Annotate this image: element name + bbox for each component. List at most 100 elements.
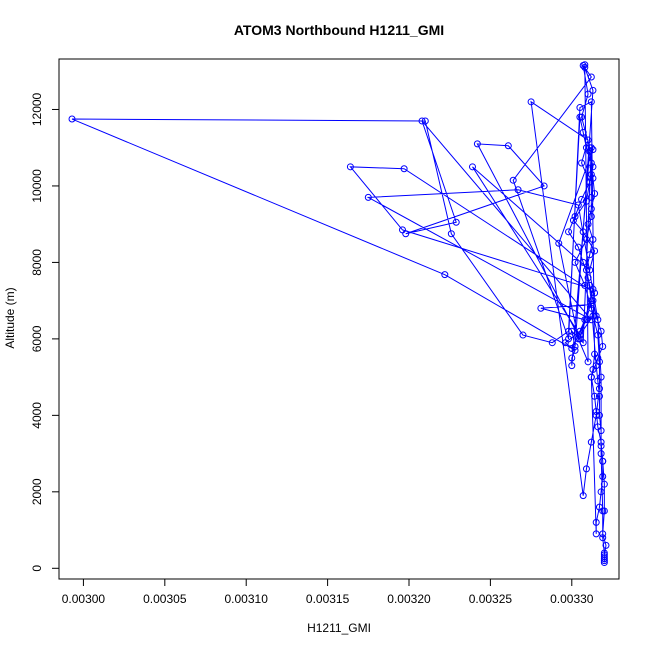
data-point — [592, 411, 600, 419]
y-tick-label: 4000 — [30, 402, 44, 429]
data-point — [579, 228, 587, 236]
y-tick-label: 0 — [30, 565, 44, 572]
y-tick-label: 10000 — [30, 169, 44, 203]
data-point — [587, 373, 595, 381]
data-point — [600, 549, 608, 557]
data-point — [589, 285, 597, 293]
data-point — [597, 373, 605, 381]
data-point — [584, 358, 592, 366]
data-point — [589, 365, 597, 373]
data-point — [364, 193, 372, 201]
data-point — [587, 438, 595, 446]
data-point — [591, 289, 599, 297]
data-point — [587, 213, 595, 221]
data-point — [578, 159, 586, 167]
x-tick-label: 0.00310 — [225, 592, 269, 606]
data-point — [595, 411, 603, 419]
data-point — [587, 98, 595, 106]
data-point — [594, 331, 602, 339]
data-point — [595, 392, 603, 400]
data-point — [565, 228, 573, 236]
data-point — [519, 331, 527, 339]
data-point — [599, 534, 607, 542]
data-point — [579, 258, 587, 266]
data-point — [589, 146, 597, 154]
x-axis-label: H1211_GMI — [307, 621, 371, 635]
data-point — [582, 465, 590, 473]
data-point — [591, 247, 599, 255]
data-point — [597, 488, 605, 496]
data-point — [555, 239, 563, 247]
data-point — [568, 354, 576, 362]
data-point — [582, 197, 590, 205]
series-layer — [68, 61, 610, 567]
data-point — [418, 117, 426, 125]
data-point — [592, 312, 600, 320]
data-point — [595, 385, 603, 393]
y-tick-label: 8000 — [30, 249, 44, 276]
data-point — [587, 144, 595, 152]
data-point — [599, 457, 607, 465]
data-point — [537, 304, 545, 312]
data-point — [600, 480, 608, 488]
data-point — [586, 266, 594, 274]
y-tick-label: 6000 — [30, 325, 44, 352]
data-point — [578, 113, 586, 121]
x-tick-label: 0.00315 — [306, 592, 350, 606]
data-point — [600, 557, 608, 565]
data-point — [576, 335, 584, 343]
data-point — [581, 61, 589, 69]
data-point — [421, 117, 429, 125]
data-point — [584, 220, 592, 228]
data-point — [599, 507, 607, 515]
data-point — [574, 201, 582, 209]
data-point — [402, 230, 410, 238]
data-point — [540, 182, 548, 190]
data-point — [587, 205, 595, 213]
data-point — [591, 350, 599, 358]
data-point — [571, 258, 579, 266]
data-point — [587, 304, 595, 312]
data-point — [592, 530, 600, 538]
data-point — [571, 343, 579, 351]
data-point — [574, 243, 582, 251]
data-point — [548, 339, 556, 347]
data-point — [599, 343, 607, 351]
data-point — [589, 235, 597, 243]
data-point — [565, 335, 573, 343]
data-point — [582, 235, 590, 243]
x-tick-label: 0.00305 — [143, 592, 187, 606]
data-point — [346, 163, 354, 171]
data-point — [589, 86, 597, 94]
data-point — [600, 553, 608, 561]
data-point — [587, 73, 595, 81]
data-point — [587, 316, 595, 324]
data-point — [594, 316, 602, 324]
data-point — [576, 104, 584, 112]
data-point — [504, 142, 512, 150]
x-tick-label: 0.00300 — [62, 592, 106, 606]
data-point — [586, 178, 594, 186]
data-point — [581, 281, 589, 289]
data-point — [597, 427, 605, 435]
data-point — [584, 274, 592, 282]
data-point — [452, 218, 460, 226]
data-point — [587, 159, 595, 167]
data-point — [447, 230, 455, 238]
data-point — [571, 213, 579, 221]
data-point — [68, 115, 76, 123]
data-point — [584, 136, 592, 144]
y-tick-label: 2000 — [30, 478, 44, 505]
data-point — [595, 358, 603, 366]
data-point — [602, 541, 610, 549]
data-point — [400, 165, 408, 173]
data-point — [599, 473, 607, 481]
data-point — [527, 98, 535, 106]
data-point — [597, 450, 605, 458]
y-tick-label: 12000 — [30, 92, 44, 126]
data-point — [571, 346, 579, 354]
data-point — [597, 438, 605, 446]
